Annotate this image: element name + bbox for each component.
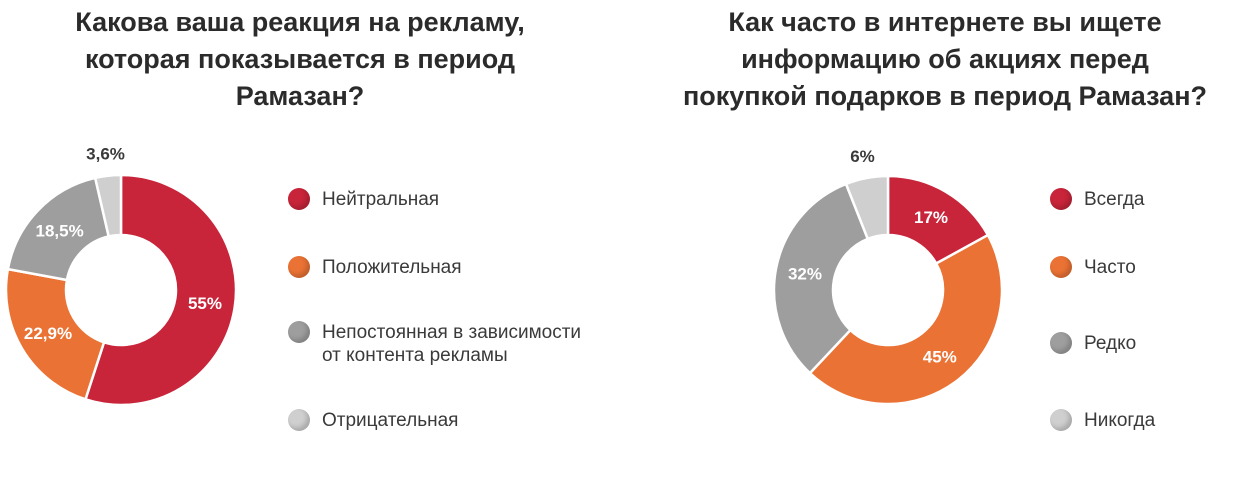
title-line: Рамазан? [235,81,365,111]
legend-right: Всегда Часто Редко Никогда [1050,188,1240,448]
legend-swatch [288,409,310,431]
legend-label: Никогда [1084,409,1155,432]
legend-label: Непостоянная в зависимости от контента р… [322,321,581,367]
legend-swatch [288,188,310,210]
legend-label-line: Часто [1084,257,1136,278]
title-line: Как часто в интернете вы ищете [728,7,1162,37]
donut-slice [772,182,870,375]
legend-item-positive: Положительная [288,256,462,279]
slice-value-label: 45% [923,347,957,366]
legend-label: Всегда [1084,188,1144,211]
legend-label-line: Положительная [322,257,462,278]
slice-value-label: 6% [850,147,875,166]
legend-swatch [1050,332,1072,354]
legend-item-variable: Непостоянная в зависимости от контента р… [288,321,581,367]
chart-title-right: Как часто в интернете вы ищете информаци… [650,4,1240,115]
legend-label-line: Нейтральная [322,189,440,210]
legend-label-line: Редко [1084,333,1137,354]
donut-chart-right: 17% 45% 32% 6% [772,147,1004,406]
slice-value-label: 17% [914,208,948,227]
legend-label-line: Всегда [1084,189,1145,210]
legend-swatch [1050,188,1072,210]
legend-label-line: Никогда [1084,410,1156,431]
legend-left: Нейтральная Положительная Непостоянная в… [288,188,628,448]
legend-item-never: Никогда [1050,409,1155,432]
slice-value-label: 18,5% [35,222,83,241]
slice-value-label: 55% [188,294,222,313]
title-line: информацию об акциях перед [741,44,1149,74]
legend-item-always: Всегда [1050,188,1144,211]
legend-label: Редко [1084,332,1136,355]
legend-swatch [1050,409,1072,431]
donut-slice [4,267,106,401]
legend-label-line: Непостоянная в зависимости [322,322,582,343]
title-line: покупкой подарков в период Рамазан? [682,81,1208,111]
legend-item-rarely: Редко [1050,332,1136,355]
legend-item-negative: Отрицательная [288,409,458,432]
slice-value-label: 3,6% [86,144,125,163]
donut-slice [808,233,1004,406]
legend-item-often: Часто [1050,256,1136,279]
legend-swatch [1050,256,1072,278]
legend-label: Нейтральная [322,188,439,211]
legend-swatch [288,321,310,343]
slice-value-label: 32% [788,265,822,284]
slice-value-label: 22,9% [24,324,72,343]
legend-label: Часто [1084,256,1136,279]
chart-title-left: Какова ваша реакция на рекламу, которая … [20,4,580,115]
title-line: Какова ваша реакция на рекламу, [75,7,525,37]
legend-label: Отрицательная [322,409,458,432]
legend-label-line: от контента рекламы [322,345,508,366]
donut-slice [83,173,238,407]
donut-slice [844,174,890,241]
legend-swatch [288,256,310,278]
legend-item-neutral: Нейтральная [288,188,439,211]
legend-label: Положительная [322,256,462,279]
legend-label-line: Отрицательная [322,410,459,431]
donut-slice [93,173,123,238]
title-line: которая показывается в период [84,44,516,74]
donut-chart-left: 55% 22,9% 18,5% 3,6% [4,144,238,407]
